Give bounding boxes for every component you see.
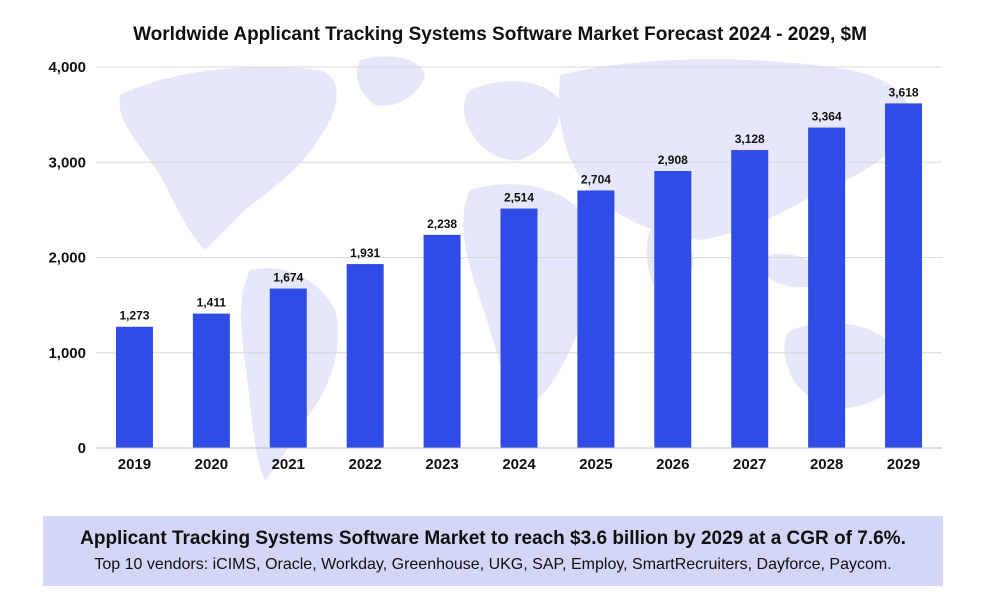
data-label: 2,238 [427, 217, 457, 231]
bar [885, 103, 923, 448]
summary-headline: Applicant Tracking Systems Software Mark… [80, 528, 906, 549]
data-label: 1,273 [119, 309, 149, 323]
bar [423, 234, 461, 448]
x-tick-label: 2024 [502, 456, 536, 473]
bar [346, 264, 384, 448]
data-label: 1,674 [273, 271, 303, 285]
y-tick-label: 2,000 [48, 250, 86, 267]
x-tick-label: 2025 [579, 456, 612, 473]
top-vendors-text: Top 10 vendors: iCIMS, Oracle, Workday, … [94, 556, 892, 573]
data-label: 2,908 [658, 153, 688, 167]
x-tick-label: 2029 [887, 456, 920, 473]
y-tick-label: 3,000 [48, 154, 86, 171]
x-tick-label: 2023 [425, 456, 458, 473]
y-tick-label: 0 [78, 440, 86, 457]
x-tick-label: 2027 [733, 456, 766, 473]
data-label: 2,514 [504, 191, 534, 205]
data-label: 3,364 [812, 110, 842, 124]
x-tick-label: 2020 [195, 456, 228, 473]
bar [192, 313, 230, 448]
chart-title: Worldwide Applicant Tracking Systems Sof… [133, 24, 867, 45]
y-tick-label: 1,000 [48, 345, 86, 362]
x-tick-label: 2021 [272, 456, 305, 473]
bar [731, 150, 769, 449]
x-tick-label: 2026 [656, 456, 689, 473]
x-tick-label: 2022 [348, 456, 381, 473]
x-tick-label: 2019 [118, 456, 151, 473]
bar [577, 190, 615, 448]
bar [654, 171, 692, 448]
bar [808, 127, 846, 448]
bar [500, 208, 538, 448]
bar [115, 326, 153, 448]
data-label: 1,411 [197, 296, 227, 310]
y-tick-label: 4,000 [48, 59, 86, 76]
data-label: 3,128 [735, 132, 765, 146]
summary-box: Applicant Tracking Systems Software Mark… [43, 516, 943, 586]
data-label: 3,618 [889, 85, 919, 99]
bar-chart: 1,273 1,411 1,674 1,931 2,238 2,514 2,704 2,908… [48, 56, 942, 480]
bar [269, 288, 307, 448]
data-label: 2,704 [581, 172, 611, 186]
data-label: 1,931 [350, 246, 380, 260]
x-tick-label: 2028 [810, 456, 843, 473]
